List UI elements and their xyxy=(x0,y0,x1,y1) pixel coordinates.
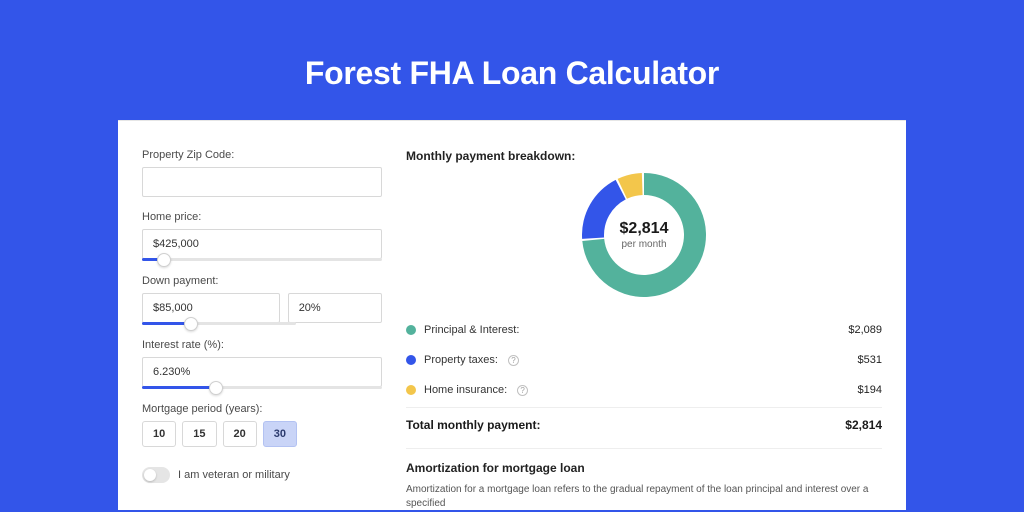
legend-value-ins: $194 xyxy=(858,384,882,396)
interest-slider-thumb[interactable] xyxy=(209,381,223,395)
donut-sub: per month xyxy=(621,239,666,250)
legend-row-tax: Property taxes: ? $531 xyxy=(406,345,882,375)
total-label: Total monthly payment: xyxy=(406,418,540,432)
breakdown-column: Monthly payment breakdown: $2,814 per mo… xyxy=(406,149,882,510)
interest-slider-fill xyxy=(142,386,216,389)
donut-center: $2,814 per month xyxy=(582,173,706,297)
down-payment-input[interactable] xyxy=(142,293,280,323)
period-btn-20[interactable]: 20 xyxy=(223,421,257,447)
veteran-row: I am veteran or military xyxy=(142,467,382,483)
calculator-card: Property Zip Code: Home price: Down paym… xyxy=(118,120,906,510)
breakdown-title: Monthly payment breakdown: xyxy=(406,149,882,163)
donut-chart: $2,814 per month xyxy=(582,173,706,297)
page-title: Forest FHA Loan Calculator xyxy=(0,55,1024,92)
legend-dot-ins xyxy=(406,385,416,395)
legend-label-ins: Home insurance: xyxy=(424,384,507,396)
donut-wrap: $2,814 per month xyxy=(406,173,882,297)
period-label: Mortgage period (years): xyxy=(142,403,382,415)
total-value: $2,814 xyxy=(845,418,882,432)
down-payment-slider-thumb[interactable] xyxy=(184,317,198,331)
page: Forest FHA Loan Calculator Property Zip … xyxy=(0,0,1024,512)
veteran-label: I am veteran or military xyxy=(178,469,290,481)
period-row: 10 15 20 30 xyxy=(142,421,382,447)
legend-dot-pi xyxy=(406,325,416,335)
down-payment-slider[interactable] xyxy=(142,322,296,325)
period-btn-15[interactable]: 15 xyxy=(182,421,216,447)
veteran-toggle[interactable] xyxy=(142,467,170,483)
period-field-group: Mortgage period (years): 10 15 20 30 xyxy=(142,403,382,447)
zip-label: Property Zip Code: xyxy=(142,149,382,161)
home-price-field-group: Home price: xyxy=(142,211,382,261)
total-row: Total monthly payment: $2,814 xyxy=(406,407,882,444)
amortization-section: Amortization for mortgage loan Amortizat… xyxy=(406,448,882,511)
period-btn-10[interactable]: 10 xyxy=(142,421,176,447)
home-price-slider-thumb[interactable] xyxy=(157,253,171,267)
info-icon[interactable]: ? xyxy=(517,385,528,396)
legend-value-tax: $531 xyxy=(858,354,882,366)
home-price-label: Home price: xyxy=(142,211,382,223)
amortization-title: Amortization for mortgage loan xyxy=(406,461,882,475)
legend: Principal & Interest: $2,089 Property ta… xyxy=(406,315,882,444)
interest-slider[interactable] xyxy=(142,386,382,389)
period-btn-30[interactable]: 30 xyxy=(263,421,297,447)
zip-field-group: Property Zip Code: xyxy=(142,149,382,197)
info-icon[interactable]: ? xyxy=(508,355,519,366)
down-payment-pct-input[interactable] xyxy=(288,293,382,323)
down-payment-label: Down payment: xyxy=(142,275,382,287)
interest-label: Interest rate (%): xyxy=(142,339,382,351)
amortization-text: Amortization for a mortgage loan refers … xyxy=(406,483,882,511)
legend-value-pi: $2,089 xyxy=(848,324,882,336)
legend-dot-tax xyxy=(406,355,416,365)
legend-row-pi: Principal & Interest: $2,089 xyxy=(406,315,882,345)
legend-label-pi: Principal & Interest: xyxy=(424,324,519,336)
home-price-slider[interactable] xyxy=(142,258,382,261)
down-payment-field-group: Down payment: xyxy=(142,275,382,325)
interest-field-group: Interest rate (%): xyxy=(142,339,382,389)
donut-amount: $2,814 xyxy=(620,220,669,238)
form-column: Property Zip Code: Home price: Down paym… xyxy=(142,149,382,510)
interest-input[interactable] xyxy=(142,357,382,387)
zip-input[interactable] xyxy=(142,167,382,197)
veteran-toggle-knob xyxy=(144,469,156,481)
legend-row-ins: Home insurance: ? $194 xyxy=(406,375,882,405)
home-price-input[interactable] xyxy=(142,229,382,259)
legend-label-tax: Property taxes: xyxy=(424,354,498,366)
